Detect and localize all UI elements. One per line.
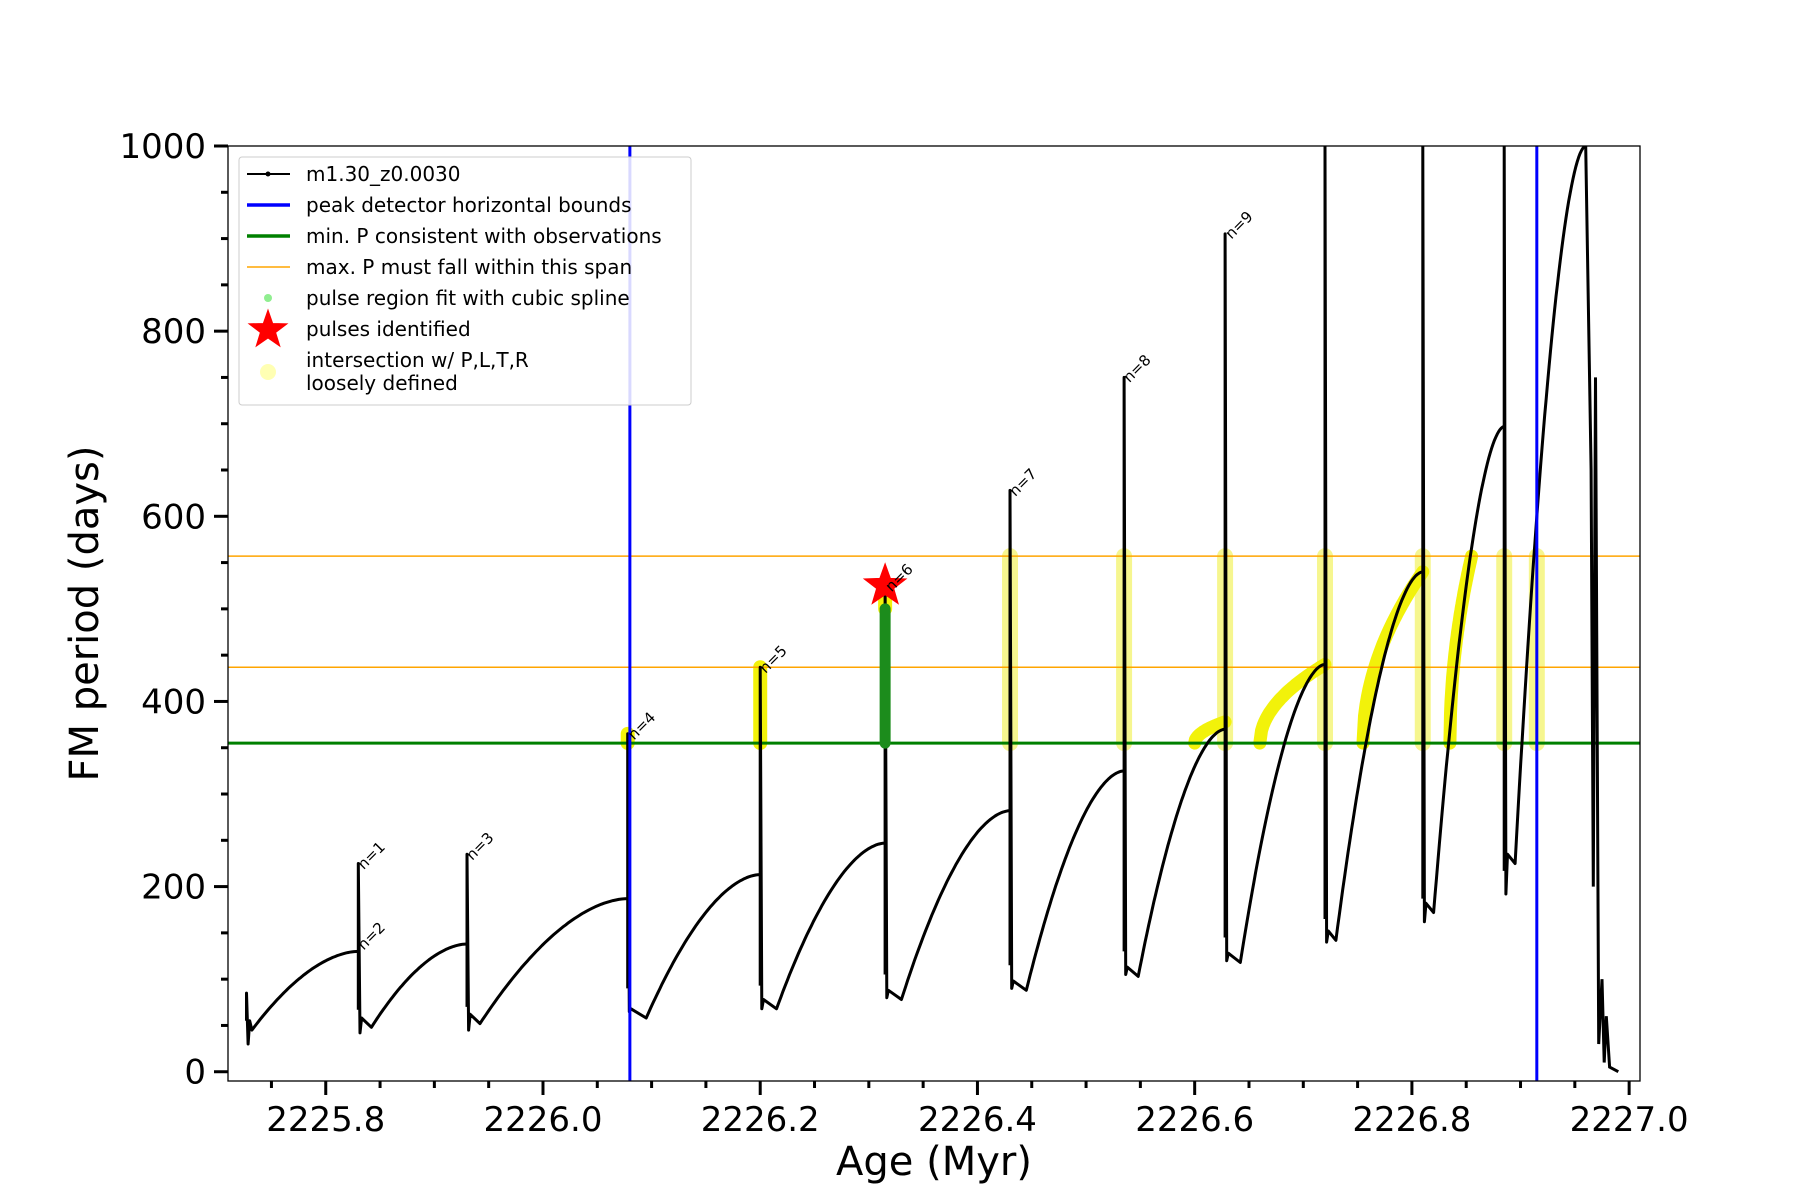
series-pulse-cycle [465,852,628,1032]
intersection-curve-mark [1253,657,1332,750]
y-tick-label: 1000 [119,127,206,167]
x-axis-label: Age (Myr) [836,1139,1032,1185]
series-pulse-cycle [1122,375,1226,978]
pulse-marker-layer [862,562,908,605]
series-pulse-cycle [758,665,886,1011]
legend-entry-label: max. P must fall within this span [306,255,632,279]
y-tick-label: 200 [141,868,206,908]
legend-entry-label-line2: loosely defined [306,371,458,395]
series-pulse-cycle [245,949,359,1046]
y-axis-label: FM period (days) [62,446,108,782]
x-tick-label: 2226.4 [918,1100,1037,1140]
legend-entry-label: min. P consistent with observations [306,224,662,248]
series-pulse-cycle [356,862,468,1035]
legend-box [238,156,692,406]
x-tick-label: 2226.8 [1352,1100,1471,1140]
y-tick-label: 600 [141,497,206,537]
x-tick-label: 2226.2 [701,1100,820,1140]
x-tick-label: 2227.0 [1570,1100,1689,1140]
series-tail [1584,146,1620,1074]
y-tick-label: 0 [184,1053,206,1093]
legend-entry-label: pulses identified [306,317,471,341]
x-tick-label: 2226.6 [1135,1100,1254,1140]
legend-dot-swatch [264,294,272,302]
legend-entry-label: peak detector horizontal bounds [306,193,632,217]
series-pulse-cycle [626,732,761,1020]
intersection-curve-mark [1188,715,1232,750]
y-tick-label: 800 [141,312,206,352]
series-pulse-cycle [1323,146,1424,944]
series-layer [245,146,1620,1074]
x-tick-label: 2225.8 [266,1100,385,1140]
series-pulse-cycle [1223,232,1326,964]
y-tick-label: 400 [141,682,206,722]
series-pulse-cycle [1421,146,1505,924]
axes-layer: 2225.8 2226.0 2226.2 2226.4 2226.6 2226.8 2227… [119,127,1688,1140]
x-tick-label: 2226.0 [484,1100,603,1140]
legend-entry-label: pulse region fit with cubic spline [306,286,630,310]
pulse-number-label: n=9 [1222,208,1257,243]
legend-series-dot [265,171,271,177]
legend-star-swatch [247,308,289,348]
plot-frame [227,145,1641,1082]
legend-entry-label: intersection w/ P,L,T,R [306,348,529,372]
intersection-curve-mark [1443,549,1479,750]
series-pulse-cycle [1502,146,1587,896]
legend-circle-swatch [260,364,276,380]
horizontal-reference-lines [228,555,1640,745]
intersection-highlight-layer [620,548,1545,752]
series-pulse-cycle [1008,488,1125,992]
series-pulse-cycle [883,584,1011,1001]
pulse-identified-star [862,562,908,605]
legend-entry-label: m1.30_z0.0030 [306,162,461,186]
